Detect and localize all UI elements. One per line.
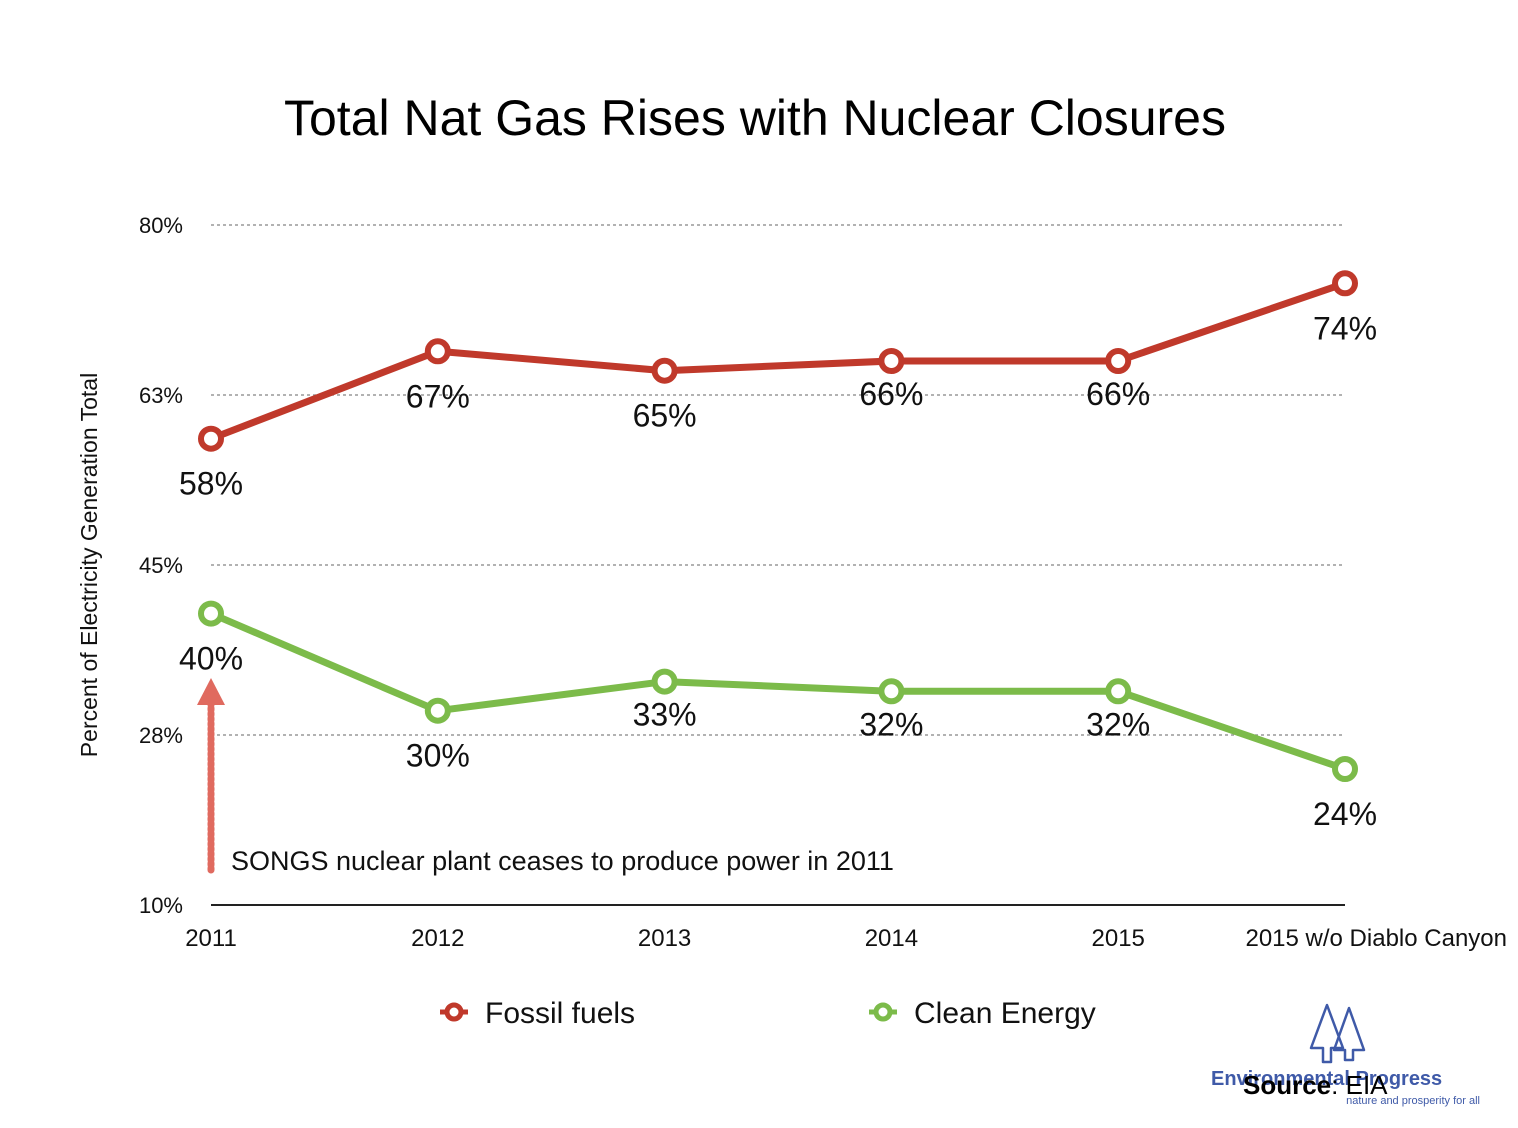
logo: Environmental Progress nature and prospe…	[1211, 1003, 1480, 1107]
y-tick-label: 10%	[139, 893, 183, 918]
data-point	[424, 697, 451, 724]
data-label: 32%	[1086, 706, 1150, 742]
y-tick-label: 28%	[139, 723, 183, 748]
y-tick-label: 80%	[139, 213, 183, 238]
series-group	[198, 270, 1358, 782]
data-label: 24%	[1313, 796, 1377, 832]
x-tick-label: 2014	[865, 925, 918, 952]
series-line-1	[207, 610, 1349, 773]
y-tick-label: 45%	[139, 553, 183, 578]
data-label: 33%	[633, 697, 697, 733]
grid	[211, 224, 1345, 906]
x-tick-label: 2011	[185, 925, 237, 952]
legend-label-clean: Clean Energy	[914, 997, 1096, 1030]
legend: Fossil fuels Clean Energy	[440, 997, 1096, 1030]
data-point	[1105, 348, 1132, 374]
logo-tagline: nature and prosperity for all	[1346, 1095, 1480, 1107]
annotation-arrow	[197, 678, 225, 874]
chart-title: Total Nat Gas Rises with Nuclear Closure…	[284, 90, 1226, 146]
y-axis-ticks: 10% 28% 45% 63% 80%	[139, 213, 183, 918]
source-label: Source	[1243, 1070, 1331, 1100]
data-label: 40%	[179, 641, 243, 677]
x-tick-label: 2012	[411, 925, 464, 952]
y-axis-label: Percent of Electricity Generation Total	[76, 373, 102, 757]
data-label: 32%	[859, 706, 923, 742]
data-point	[651, 668, 678, 695]
data-label: 65%	[633, 398, 697, 434]
tree-icon	[1309, 1003, 1366, 1064]
series-line-0	[207, 279, 1349, 443]
data-point	[198, 600, 224, 627]
annotation-text: SONGS nuclear plant ceases to produce po…	[231, 846, 894, 876]
data-label: 74%	[1313, 310, 1377, 346]
legend-label-fossil: Fossil fuels	[485, 997, 635, 1030]
x-tick-label: 2015	[1092, 925, 1145, 952]
legend-item-fossil: Fossil fuels	[440, 997, 635, 1030]
data-label: 30%	[406, 738, 470, 774]
data-label: 66%	[1086, 376, 1150, 412]
data-point	[878, 348, 905, 374]
data-point	[198, 425, 224, 452]
data-labels: 58% 67% 65% 66% 66% 74% 40% 30% 33% 32% 32% 24%	[179, 310, 1377, 832]
x-tick-label: 2013	[638, 925, 691, 952]
logo-name: Environmental Progress	[1211, 1068, 1442, 1090]
data-point	[1332, 270, 1358, 297]
data-point	[651, 357, 678, 384]
data-point	[1105, 678, 1132, 705]
x-axis-ticks: 2011 2012 2013 2014 2015 2015 w/o Diablo Cany…	[185, 925, 1507, 952]
data-point	[878, 678, 905, 705]
data-label: 66%	[859, 376, 923, 412]
data-label: 67%	[406, 378, 470, 414]
data-label: 58%	[179, 466, 243, 502]
data-point	[1332, 756, 1358, 782]
x-tick-label: 2015 w/o Diablo Canyon	[1245, 925, 1507, 952]
legend-item-clean: Clean Energy	[869, 997, 1096, 1030]
data-point	[424, 338, 451, 365]
source-note: Source: EIA	[1243, 1070, 1388, 1100]
source-text: : EIA	[1331, 1070, 1388, 1100]
y-tick-label: 63%	[139, 383, 183, 408]
